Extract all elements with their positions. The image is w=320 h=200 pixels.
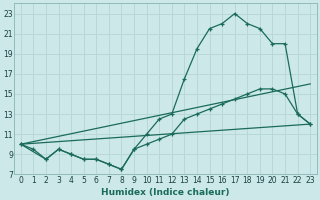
X-axis label: Humidex (Indice chaleur): Humidex (Indice chaleur) [101, 188, 230, 197]
